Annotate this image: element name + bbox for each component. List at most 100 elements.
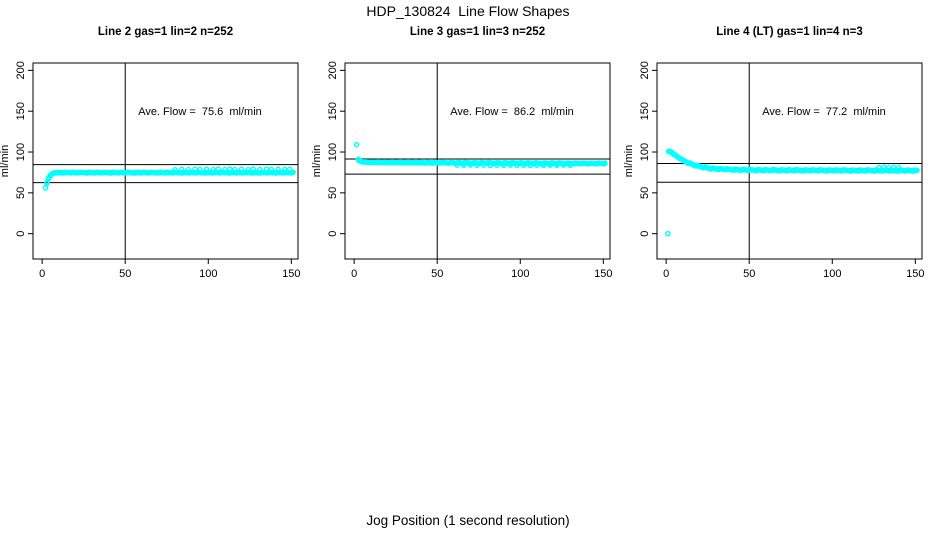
y-tick-label: 100 (15, 143, 27, 161)
y-tick-label: 150 (639, 102, 651, 120)
data-point (215, 166, 222, 172)
y-tick-label: 0 (327, 231, 339, 237)
y-tick-label: 50 (327, 187, 339, 199)
panel-title: Line 4 (LT) gas=1 lin=4 n=3 (716, 26, 863, 38)
data-point (664, 230, 671, 237)
data-point (197, 166, 203, 173)
y-tick-label: 150 (15, 102, 27, 120)
data-point (203, 166, 210, 173)
data-point (554, 162, 560, 169)
data-point (480, 162, 487, 168)
y-tick-label: 200 (15, 61, 27, 79)
data-point (290, 169, 296, 176)
data-point (222, 166, 228, 173)
y-axis-label: ml/min (624, 145, 635, 177)
y-axis-label: ml/min (0, 145, 11, 177)
data-point (353, 141, 360, 148)
data-point (890, 164, 897, 171)
data-point (602, 160, 608, 166)
flow-series (353, 141, 608, 169)
data-point (500, 162, 507, 169)
data-point (507, 162, 514, 168)
plot-area-line-2: 200 150 100 50 0 150 100 50 0 ml/min Ave. Flow = … (0, 61, 301, 280)
ave-flow-annotation: Ave. Flow = 75.6 ml/min (138, 106, 262, 118)
data-point (185, 166, 192, 173)
data-point (460, 162, 467, 169)
figure-title: HDP_130824 Line Flow Shapes (366, 3, 570, 19)
y-tick-label: 100 (639, 143, 651, 161)
panel-line-4: Line 4 (LT) gas=1 lin=4 n=3 200 150 100 50 0… (624, 20, 936, 280)
data-point (275, 166, 281, 173)
data-point (514, 162, 520, 169)
data-point (487, 162, 494, 169)
flow-series (42, 166, 296, 191)
y-tick-label: 50 (639, 187, 651, 199)
y-tick-label: 150 (327, 102, 339, 120)
x-tick-label: 100 (511, 268, 529, 280)
y-tick-label: 50 (15, 187, 27, 199)
data-point (227, 166, 233, 172)
data-point (178, 166, 185, 173)
panel-line-2: Line 2 gas=1 lin=2 n=252 200 150 100 50 0 150… (0, 20, 312, 280)
data-point (232, 166, 238, 173)
data-point (256, 166, 263, 173)
x-tick-label: 150 (594, 268, 612, 280)
data-point (567, 162, 573, 169)
x-tick-label: 50 (119, 268, 131, 280)
data-point (885, 164, 892, 171)
data-point (527, 162, 534, 169)
flow-series (664, 148, 920, 237)
data-point (895, 164, 902, 171)
data-point (876, 164, 882, 171)
data-point (286, 166, 293, 173)
x-tick-label: 150 (282, 268, 300, 280)
plot-area-line-4: 200 150 100 50 0 150 100 50 0 ml/min Ave. Flow = … (624, 61, 925, 280)
ave-flow-annotation: Ave. Flow = 77.2 ml/min (762, 106, 886, 118)
data-point (172, 166, 178, 173)
data-point (560, 162, 567, 168)
x-tick-label: 100 (823, 268, 841, 280)
plot-box (656, 62, 923, 260)
x-tick-label: 0 (39, 268, 45, 280)
x-tick-label: 50 (743, 268, 755, 280)
data-point (245, 166, 251, 173)
data-point (520, 162, 527, 169)
data-point (192, 166, 198, 172)
data-point (494, 162, 500, 168)
panel-title: Line 2 gas=1 lin=2 n=252 (97, 26, 234, 38)
data-point (534, 162, 540, 168)
panel-title: Line 3 gas=1 lin=3 n=252 (409, 26, 546, 38)
data-point (454, 162, 460, 168)
y-axis-label: ml/min (312, 145, 323, 177)
ave-flow-annotation: Ave. Flow = 86.2 ml/min (450, 106, 574, 118)
data-point (263, 166, 270, 172)
y-tick-label: 0 (639, 231, 651, 237)
data-point (474, 162, 480, 169)
panel-line-3: Line 3 gas=1 lin=3 n=252 200 150 100 50 0 150… (312, 20, 624, 280)
x-tick-label: 50 (431, 268, 443, 280)
data-point (547, 162, 553, 168)
y-tick-label: 100 (327, 143, 339, 161)
y-tick-label: 0 (15, 231, 27, 237)
x-tick-label: 150 (906, 268, 924, 280)
x-tick-label: 0 (663, 268, 669, 280)
data-point (880, 164, 887, 171)
data-point (914, 167, 920, 174)
y-tick-label: 200 (639, 61, 651, 79)
data-point (250, 166, 256, 172)
data-point (42, 185, 49, 191)
data-point (268, 166, 275, 173)
x-tick-label: 0 (351, 268, 357, 280)
data-point (467, 162, 474, 168)
y-tick-label: 200 (327, 61, 339, 79)
plot-box (344, 62, 611, 260)
x-axis-label: Jog Position (1 second resolution) (366, 513, 570, 528)
data-point (281, 166, 288, 173)
data-point (540, 162, 547, 169)
data-point (210, 166, 217, 173)
plot-area-line-3: 200 150 100 50 0 150 100 50 0 ml/min Ave. Flow = … (312, 61, 613, 280)
plot-box (32, 62, 299, 260)
data-point (238, 166, 245, 173)
x-tick-label: 100 (199, 268, 217, 280)
